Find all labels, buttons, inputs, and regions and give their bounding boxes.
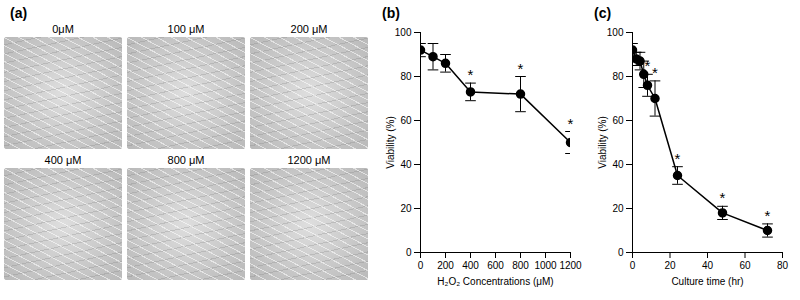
svg-text:*: * [645, 57, 651, 74]
svg-text:Viability (%): Viability (%) [597, 116, 608, 169]
html-text:200 μM: 200 μM [290, 23, 328, 35]
html-text:800 μM: 800 μM [167, 154, 205, 166]
html-text:0μM: 0μM [52, 23, 74, 35]
svg-text:60: 60 [612, 115, 624, 126]
svg-text:60: 60 [739, 260, 751, 271]
svg-text:400: 400 [462, 260, 479, 271]
svg-text:80: 80 [612, 71, 624, 82]
svg-text:200: 200 [437, 260, 454, 271]
svg-text:H₂O₂ Concentrations (μM): H₂O₂ Concentrations (μM) [437, 276, 553, 287]
svg-text:0: 0 [618, 247, 624, 258]
svg-text:0: 0 [406, 247, 412, 258]
svg-text:1000: 1000 [534, 260, 557, 271]
svg-text:40: 40 [702, 260, 714, 271]
svg-text:0: 0 [418, 260, 424, 271]
html-text:(b): (b) [382, 5, 400, 21]
svg-text:*: * [652, 64, 658, 81]
svg-text:20: 20 [400, 203, 412, 214]
html-text:100 μM: 100 μM [167, 23, 205, 35]
svg-text:800: 800 [512, 260, 529, 271]
svg-text:*: * [468, 66, 474, 83]
svg-text:20: 20 [664, 260, 676, 271]
svg-text:0: 0 [630, 260, 636, 271]
svg-text:100: 100 [607, 27, 624, 38]
html-text:1200 μM: 1200 μM [287, 154, 331, 166]
svg-text:Viability (%): Viability (%) [385, 116, 396, 169]
svg-text:80: 80 [777, 260, 789, 271]
html-text:400 μM: 400 μM [44, 154, 82, 166]
svg-text:60: 60 [400, 115, 412, 126]
svg-text:*: * [765, 207, 771, 224]
html-text:(c): (c) [594, 5, 612, 21]
svg-text:Culture time (hr): Culture time (hr) [671, 276, 743, 287]
svg-text:*: * [720, 189, 726, 206]
svg-text:1200: 1200 [559, 260, 582, 271]
svg-text:20: 20 [612, 203, 624, 214]
svg-text:*: * [518, 60, 524, 77]
svg-text:100: 100 [395, 27, 412, 38]
svg-text:80: 80 [400, 71, 412, 82]
svg-text:40: 40 [400, 159, 412, 170]
svg-text:*: * [675, 150, 681, 167]
svg-text:*: * [568, 115, 574, 132]
svg-text:600: 600 [487, 260, 504, 271]
html-text:(a): (a) [10, 5, 28, 21]
svg-text:40: 40 [612, 159, 624, 170]
